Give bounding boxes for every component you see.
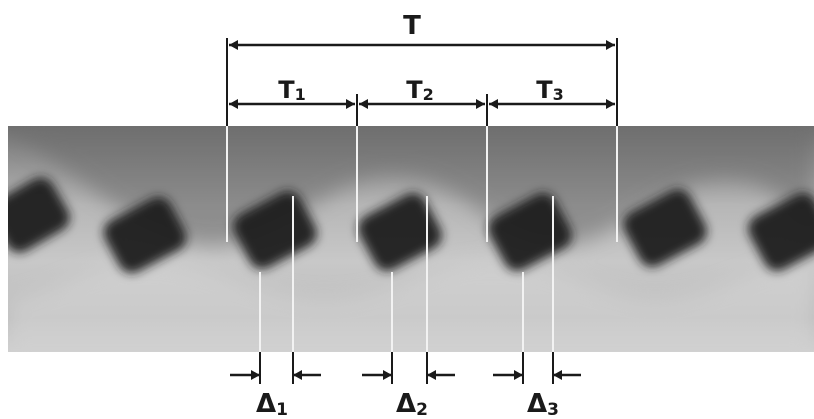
guide-lines	[226, 38, 618, 384]
offset-2-right-arrow-head	[427, 370, 436, 380]
blob-5	[488, 193, 572, 271]
label-period-1-main: T	[278, 76, 295, 104]
label-period-3: T3	[536, 76, 564, 104]
offset-3-left-arrow-head	[514, 370, 523, 380]
label-offset-3-main: Δ	[527, 389, 547, 419]
period-1-arrow-head-left	[229, 99, 238, 109]
label-total-period: T	[403, 11, 421, 41]
band-shading	[8, 126, 814, 352]
label-offset-3-sub: 3	[547, 400, 559, 419]
label-offset-3: Δ3	[527, 389, 559, 419]
label-period-1-sub: 1	[295, 85, 306, 104]
period-2-arrow-head-left	[359, 99, 368, 109]
offset-1-right-arrow-head	[293, 370, 302, 380]
total-period-arrow-head-left	[229, 40, 238, 50]
label-offset-2: Δ2	[396, 389, 428, 419]
blob-6	[623, 189, 707, 267]
label-offset-1-sub: 1	[276, 400, 288, 419]
label-period-1: T1	[278, 76, 306, 104]
offset-1-left-arrow-head	[251, 370, 260, 380]
label-offset-1-main: Δ	[256, 389, 276, 419]
label-period-3-main: T	[536, 76, 553, 104]
blob-7	[748, 193, 814, 271]
offset-3-right-arrow-head	[553, 370, 562, 380]
label-period-2-main: T	[406, 76, 423, 104]
label-offset-2-main: Δ	[396, 389, 416, 419]
label-offset-1: Δ1	[256, 389, 288, 419]
image-band	[8, 126, 814, 352]
label-period-2-sub: 2	[423, 85, 434, 104]
label-offset-2-sub: 2	[416, 400, 428, 419]
period-3-arrow-head-left	[489, 99, 498, 109]
offset-2-left-arrow-head	[383, 370, 392, 380]
blob-1	[8, 177, 70, 253]
blob-2	[103, 196, 187, 274]
blob-3	[233, 191, 317, 269]
blob-row	[8, 177, 814, 274]
total-period-arrow-head-right	[606, 40, 615, 50]
label-period-3-sub: 3	[553, 85, 564, 104]
blob-4	[358, 193, 442, 271]
dimension-markers	[229, 40, 615, 380]
label-period-2: T2	[406, 76, 434, 104]
period-3-arrow-head-right	[606, 99, 615, 109]
period-2-arrow-head-right	[476, 99, 485, 109]
period-1-arrow-head-right	[346, 99, 355, 109]
